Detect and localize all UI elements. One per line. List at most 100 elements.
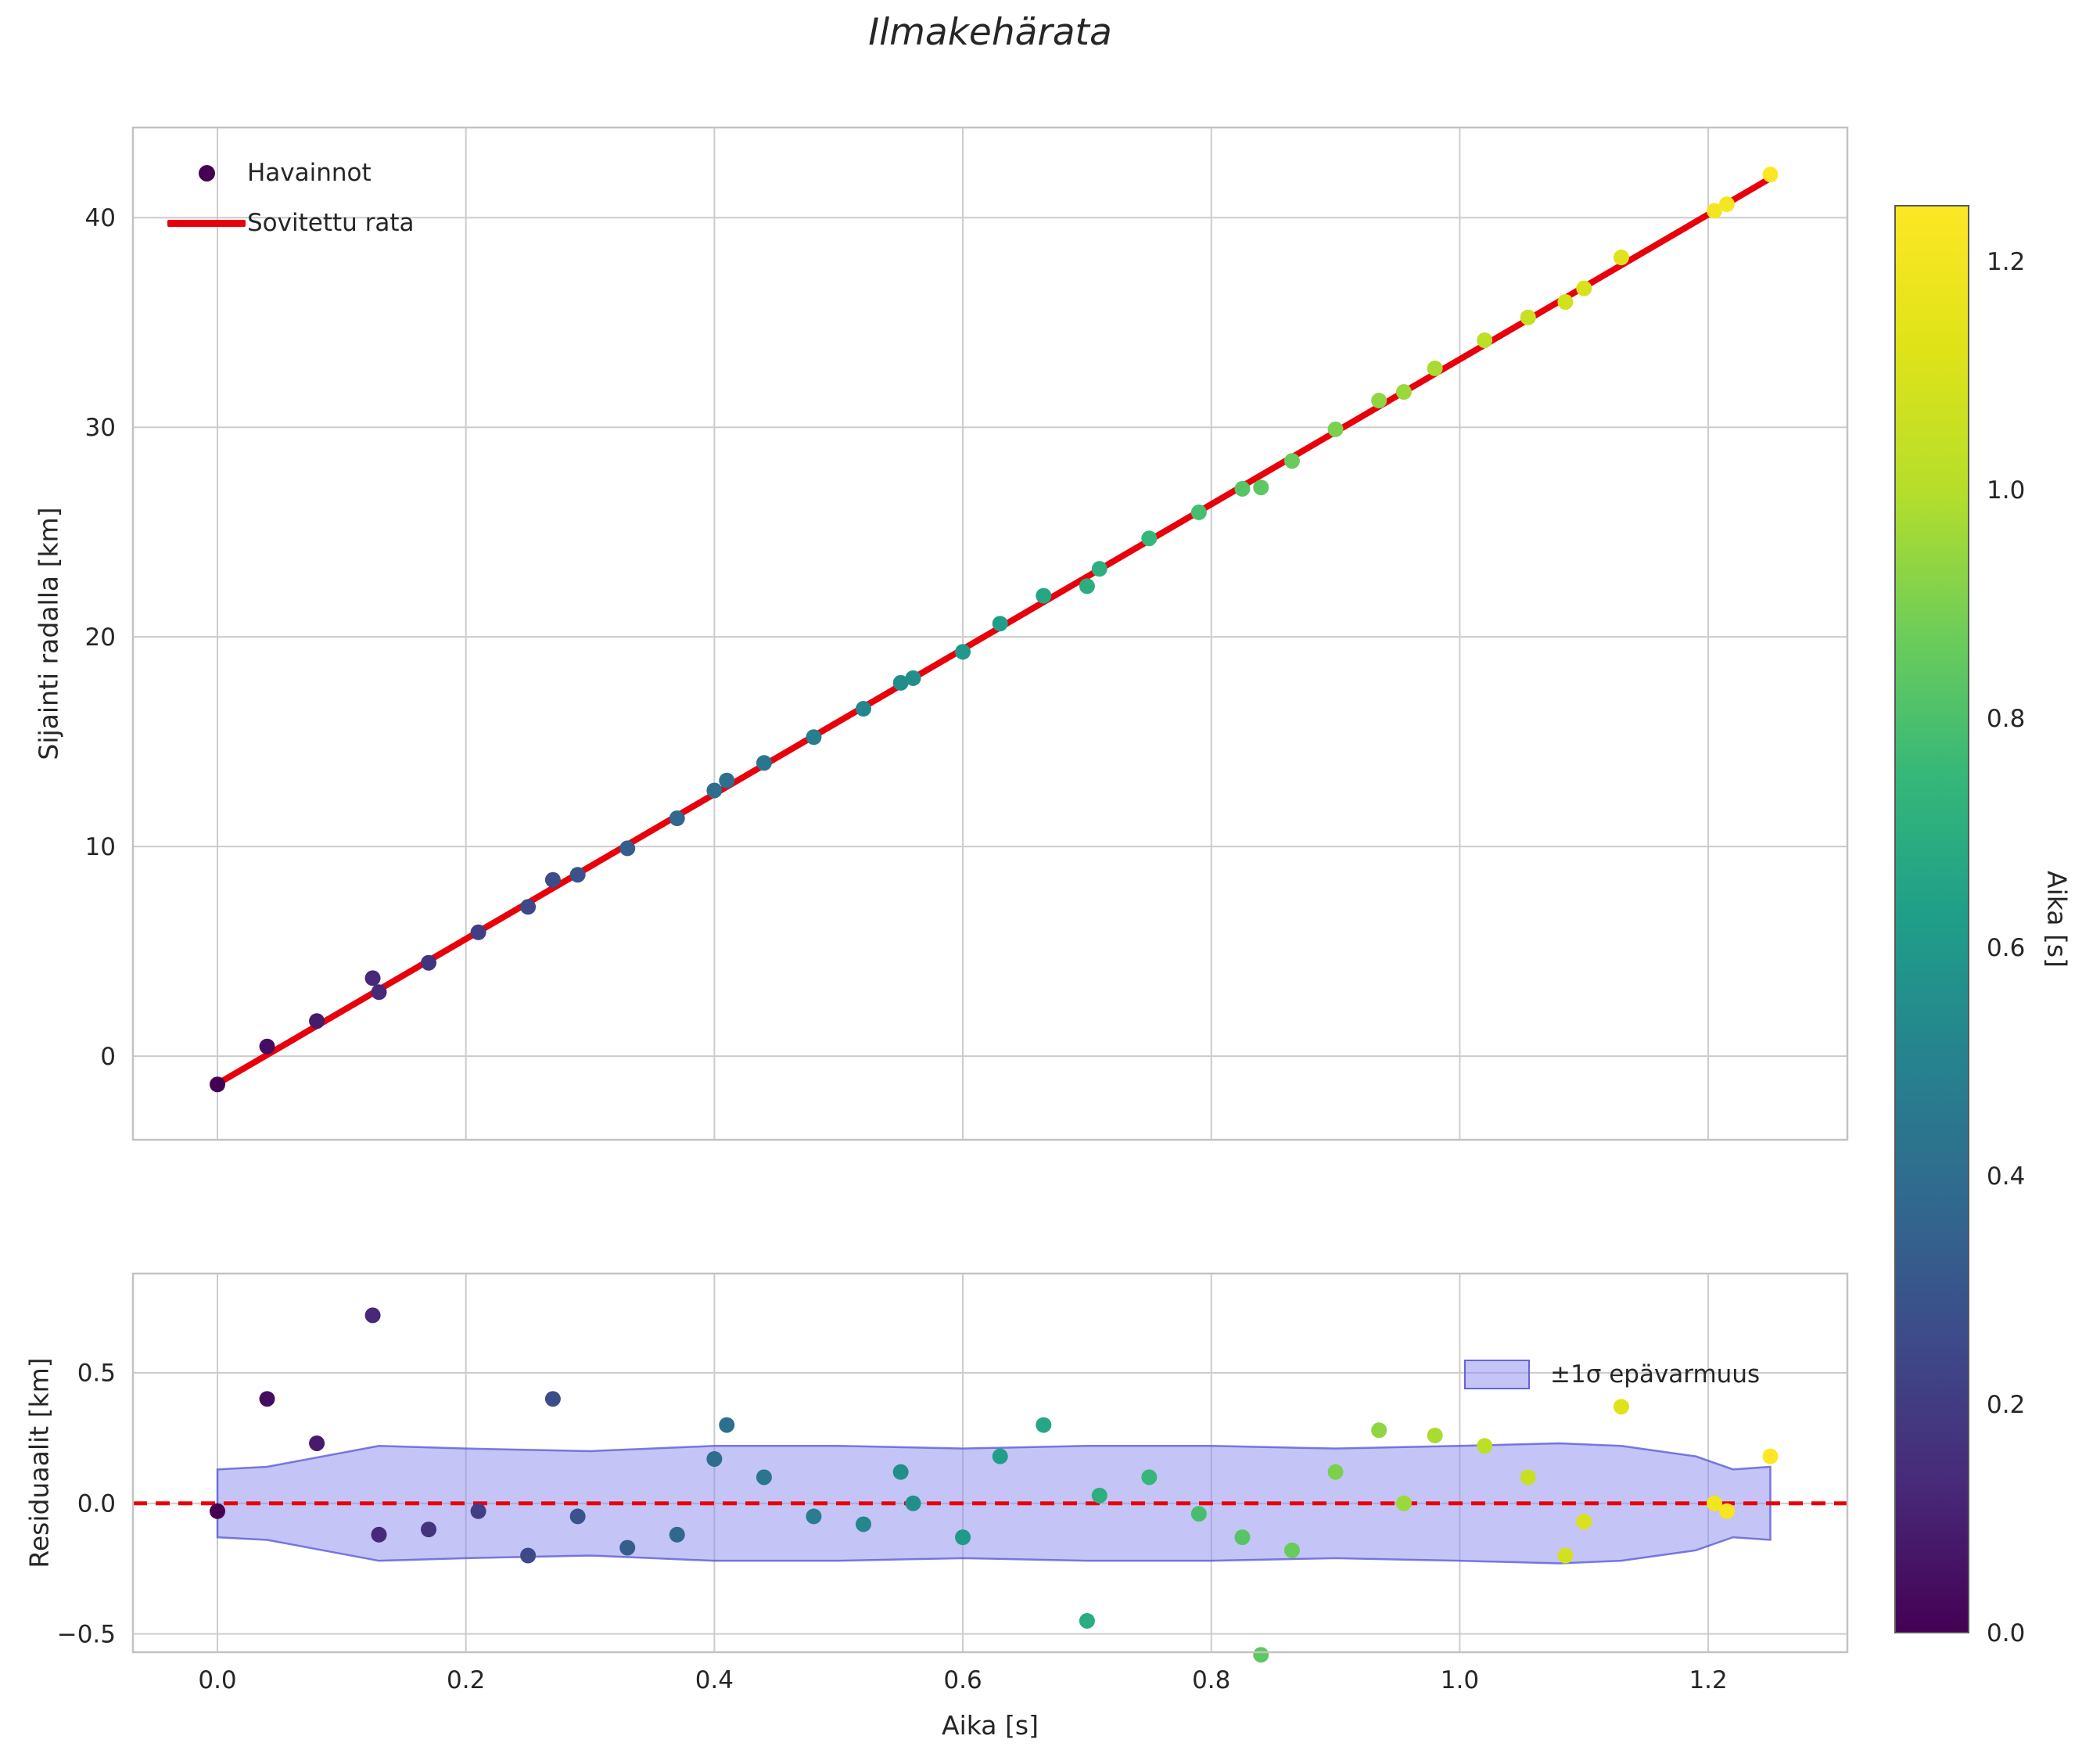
- scatter-point: [1395, 384, 1412, 401]
- residual-point: [470, 1503, 486, 1519]
- legend-trajectory: Havainnot Sovitettu rata: [166, 150, 415, 246]
- residual-point: [544, 1391, 561, 1407]
- x-tick-label: 0.8: [1192, 1666, 1230, 1694]
- ylabel-residuals: Residuaalit [km]: [23, 1357, 55, 1568]
- scatter-point: [806, 729, 822, 746]
- x-tick-label: 0.6: [943, 1666, 982, 1694]
- scatter-point: [1234, 480, 1251, 497]
- legend-item-band: ±1σ epävarmuus: [1464, 1352, 1760, 1397]
- y-tick-label: 30: [85, 414, 116, 442]
- x-tick-label: 1.2: [1689, 1666, 1727, 1694]
- colorbar-tick-label: 0.4: [1987, 1162, 2026, 1191]
- scatter-point: [1427, 360, 1443, 376]
- residual-point: [1576, 1514, 1592, 1530]
- scatter-point: [1707, 203, 1723, 219]
- marker-cell: [166, 164, 247, 181]
- residual-point: [259, 1391, 275, 1407]
- residual-point: [1091, 1487, 1107, 1504]
- residual-point: [669, 1526, 685, 1543]
- legend-item-observations: Havainnot: [166, 150, 415, 196]
- scatter-point: [1036, 587, 1052, 604]
- residual-point: [992, 1448, 1008, 1464]
- residual-point: [1190, 1506, 1207, 1522]
- residual-point: [421, 1522, 437, 1538]
- scatter-point: [210, 1076, 226, 1093]
- scatter-point: [1557, 294, 1574, 311]
- residual-point: [1762, 1448, 1779, 1464]
- gridlines: [133, 128, 1847, 1140]
- residual-point: [706, 1450, 723, 1467]
- y-tick-label: 0: [100, 1043, 116, 1071]
- scatter-point: [259, 1038, 275, 1055]
- residual-point: [1253, 1647, 1269, 1663]
- scatter-point: [371, 984, 387, 1001]
- residual-point: [619, 1540, 636, 1556]
- scatter-points: [210, 167, 1779, 1093]
- scatter-point: [421, 954, 437, 971]
- residual-point: [1036, 1417, 1052, 1433]
- residual-point: [1371, 1422, 1387, 1439]
- scatter-point: [1327, 421, 1344, 437]
- residual-point: [806, 1508, 822, 1525]
- xlabel-time: Aika [s]: [942, 1710, 1039, 1741]
- scatter-point: [544, 871, 561, 888]
- scatter-point: [719, 772, 735, 789]
- residual-point: [210, 1503, 226, 1519]
- colorbar-tick-label: 0.0: [1987, 1619, 2026, 1647]
- scatter-point: [309, 1013, 325, 1029]
- axes-spine: [131, 1272, 1849, 1654]
- scatter-point: [1190, 504, 1207, 520]
- trajectory-axes: 0 10 20 30 40: [85, 126, 1849, 1141]
- scatter-point: [1477, 332, 1493, 348]
- residual-axes: −0.5 0.0 0.5 0.0 0.2 0.4 0.6 0.8 1.0 1.2: [57, 1272, 1849, 1694]
- scatter-point: [1141, 530, 1158, 547]
- y-tick-label: 20: [85, 623, 116, 652]
- uncertainty-band: [216, 1442, 1772, 1565]
- scatter-point: [1762, 167, 1779, 183]
- scatter-point: [1091, 561, 1107, 577]
- residual-point: [1395, 1495, 1412, 1511]
- scatter-point: [855, 701, 871, 717]
- colorbar-gradient: [1896, 207, 1968, 1632]
- x-tick-label: 0.4: [695, 1666, 734, 1694]
- axes-spine: [131, 126, 1849, 1141]
- colorbar-tick-label: 0.2: [1987, 1390, 2026, 1419]
- scatter-point: [992, 616, 1008, 632]
- scatter-point: [1253, 480, 1269, 496]
- ylabel-position: Sijainti radalla [km]: [33, 507, 64, 760]
- scatter-point: [756, 755, 772, 771]
- residual-point: [520, 1547, 537, 1564]
- scatter-point: [1283, 453, 1300, 469]
- residual-point: [756, 1469, 772, 1486]
- scatter-point: [1371, 393, 1387, 409]
- residual-point: [1520, 1469, 1536, 1486]
- colorbar-tick-label: 0.6: [1987, 933, 2026, 962]
- residual-point: [309, 1435, 325, 1451]
- residual-point: [1557, 1547, 1574, 1564]
- y-tick-label: −0.5: [57, 1620, 116, 1648]
- residual-point: [1079, 1612, 1095, 1629]
- x-tick-label: 1.0: [1441, 1666, 1479, 1694]
- scatter-point: [706, 782, 723, 799]
- residual-point: [1718, 1503, 1735, 1519]
- scatter-point: [905, 670, 921, 686]
- colorbar-tick-label: 1.0: [1987, 476, 2026, 505]
- y-tick-label: 10: [85, 833, 116, 861]
- residual-point: [955, 1529, 971, 1546]
- scatter-point: [520, 899, 537, 915]
- y-tick-label: 40: [85, 204, 116, 232]
- uncertainty-band-icon: [1464, 1360, 1530, 1389]
- residual-point: [1327, 1464, 1344, 1480]
- y-tick-labels: 0 10 20 30 40: [85, 204, 116, 1071]
- colorbar: [1894, 205, 1969, 1633]
- colorbar-axis-label: Aika [s]: [2041, 871, 2073, 968]
- y-tick-label: 0.5: [77, 1360, 116, 1388]
- residual-point: [855, 1516, 871, 1532]
- residual-point: [1141, 1469, 1158, 1486]
- legend-label-fit: Sovitettu rata: [247, 209, 415, 237]
- figure-title: Ilmakehärata: [868, 11, 1112, 54]
- x-tick-label: 0.0: [198, 1666, 236, 1694]
- residual-point: [569, 1508, 586, 1525]
